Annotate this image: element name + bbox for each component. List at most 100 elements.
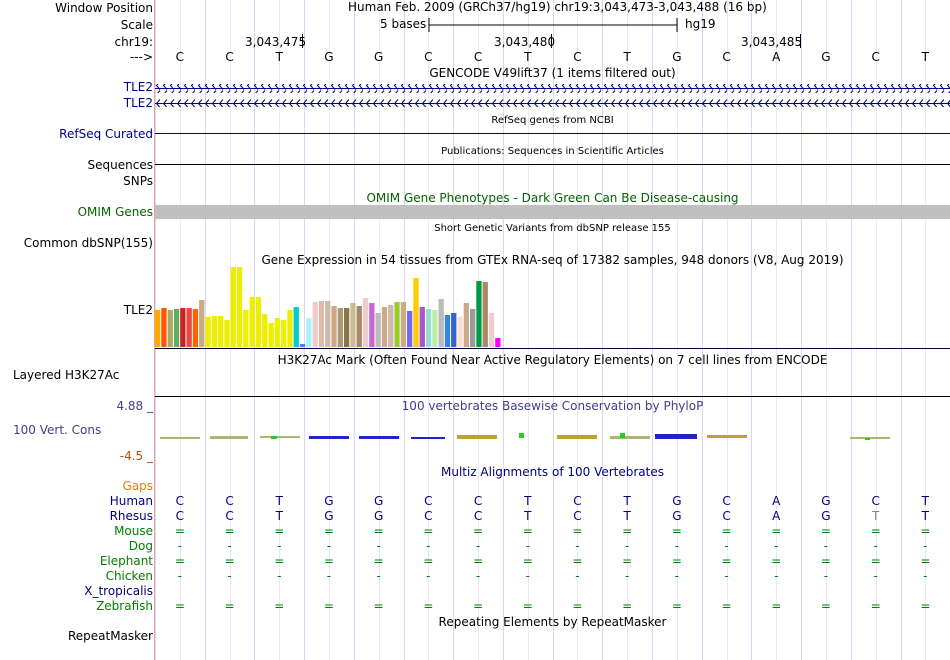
gtex-tissue-bar[interactable] [407, 311, 413, 347]
gtex-tissue-bar[interactable] [299, 344, 306, 347]
phylop-conservation-plot[interactable] [155, 430, 950, 446]
gtex-tissue-bar[interactable] [344, 308, 350, 347]
gtex-tissue-bar[interactable] [230, 267, 236, 347]
strand-arrow-label[interactable]: ---> [129, 50, 153, 64]
mouse-base-6: = [423, 524, 434, 538]
gtex-tissue-bar[interactable] [180, 308, 186, 347]
snps-label[interactable]: SNPs [123, 174, 153, 188]
phylop-track-label[interactable]: 100 Vert. Cons [13, 423, 102, 437]
gtex-tissue-bar[interactable] [444, 315, 451, 347]
elephant-base-7: = [473, 554, 484, 568]
gtex-tissue-bar[interactable] [262, 314, 268, 347]
gencode-track-title[interactable]: GENCODE V49lift37 (1 items filtered out) [429, 66, 676, 80]
base-5: G [373, 50, 384, 64]
gtex-tissue-bar[interactable] [318, 301, 325, 347]
gtex-tissue-bar[interactable] [350, 303, 356, 347]
dog-base-15: - [873, 539, 878, 553]
gtex-tissue-bar[interactable] [293, 307, 299, 347]
sequences-label[interactable]: Sequences [87, 158, 153, 172]
gtex-tissue-bar[interactable] [337, 308, 343, 347]
window-position-text: Human Feb. 2009 (GRCh37/hg19) chr19:3,04… [348, 0, 767, 14]
gtex-tissue-bar[interactable] [451, 313, 457, 347]
refseq-gene-line[interactable] [155, 133, 950, 134]
gtex-tissue-bar[interactable] [356, 306, 362, 347]
zebrafish-base-9: = [572, 599, 583, 613]
gtex-tissue-bar[interactable] [155, 310, 161, 347]
gtex-tissue-bar[interactable] [281, 320, 287, 347]
gtex-tissue-bar[interactable] [249, 297, 255, 347]
gtex-tissue-bar[interactable] [161, 308, 167, 347]
gtex-tissue-bar[interactable] [224, 320, 230, 347]
gtex-tissue-bar[interactable] [167, 310, 173, 347]
gtex-tissue-bar[interactable] [173, 309, 180, 347]
repeatmasker-track-title[interactable]: Repeating Elements by RepeatMasker [438, 615, 667, 629]
chicken-base-7: - [475, 569, 481, 583]
gtex-tissue-bar[interactable] [362, 298, 369, 347]
gtex-tissue-bar[interactable] [205, 317, 211, 347]
gtex-tissue-bar[interactable] [243, 310, 249, 347]
dog-base-9: - [575, 539, 580, 553]
gtex-tissue-bar[interactable] [325, 301, 331, 347]
omim-track-title[interactable]: OMIM Gene Phenotypes - Dark Green Can Be… [366, 191, 739, 205]
gtex-tissue-bar[interactable] [192, 309, 199, 347]
h3k27ac-track-title[interactable]: H3K27Ac Mark (Often Found Near Active Re… [277, 353, 828, 367]
gtex-tissue-bar[interactable] [331, 306, 337, 347]
gtex-tissue-bar[interactable] [432, 310, 438, 347]
gtex-tissue-bar[interactable] [381, 307, 388, 347]
gtex-tissue-bar[interactable] [394, 302, 400, 347]
layered-h3k27ac-label[interactable]: Layered H3K27Ac [13, 368, 120, 382]
gtex-tissue-bar[interactable] [186, 308, 192, 347]
gtex-tissue-bar[interactable] [268, 323, 274, 347]
gtex-tissue-bar[interactable] [470, 309, 476, 347]
gtex-tissue-bar[interactable] [419, 307, 425, 347]
gtex-tissue-bar[interactable] [287, 310, 293, 347]
publications-line[interactable] [155, 164, 950, 165]
gtex-tissue-bar[interactable] [218, 316, 224, 347]
chicken-base-16: - [923, 569, 928, 583]
gtex-tissue-bar[interactable] [375, 313, 381, 347]
phylop-track-title[interactable]: 100 vertebrates Basewise Conservation by… [401, 399, 704, 413]
common-dbsnp-label[interactable]: Common dbSNP(155) [23, 236, 153, 250]
gtex-tissue-bar[interactable] [388, 305, 394, 347]
gtex-tissue-bar[interactable] [482, 282, 488, 347]
omim-gene-bar[interactable] [155, 205, 950, 219]
gtex-tissue-bar[interactable] [306, 318, 312, 347]
rhesus-base-2: C [225, 509, 234, 523]
gencode-tle2-label[interactable]: TLE2 [123, 80, 153, 94]
gtex-tissue-bar[interactable] [369, 303, 375, 347]
gtex-tissue-bar[interactable] [476, 281, 482, 347]
gtex-gene-label[interactable]: TLE2 [123, 303, 153, 317]
species-rhesus: Rhesus [109, 509, 153, 523]
multiz-track-title[interactable]: Multiz Alignments of 100 Vertebrates [440, 465, 665, 479]
gtex-tissue-bar[interactable] [463, 303, 469, 347]
gtex-tissue-bar[interactable] [457, 317, 463, 347]
elephant-base-9: = [572, 554, 583, 568]
base-10: T [623, 50, 631, 64]
gtex-tissue-bar[interactable] [199, 300, 205, 347]
gtex-tissue-bar[interactable] [413, 278, 419, 347]
gencode-tle2-label-2[interactable]: TLE2 [123, 96, 153, 110]
dog-base-11: - [674, 539, 680, 553]
rhesus-base-6: C [424, 509, 433, 523]
scale-bar [428, 18, 678, 32]
gtex-tissue-bar[interactable] [312, 302, 318, 347]
gtex-expression-chart[interactable] [155, 267, 950, 349]
gtex-tissue-bar[interactable] [425, 309, 432, 347]
repeatmasker-label[interactable]: RepeatMasker [67, 629, 153, 643]
refseq-track-title[interactable]: RefSeq genes from NCBI [491, 115, 614, 126]
gtex-track-title[interactable]: Gene Expression in 54 tissues from GTEx … [261, 253, 844, 267]
dbsnp-track-title[interactable]: Short Genetic Variants from dbSNP releas… [434, 223, 671, 234]
gtex-tissue-bar[interactable] [488, 313, 495, 347]
gtex-tissue-bar[interactable] [438, 299, 444, 347]
publications-track-title[interactable]: Publications: Sequences in Scientific Ar… [441, 146, 664, 157]
gtex-tissue-bar[interactable] [495, 338, 501, 347]
gtex-tissue-bar[interactable] [236, 267, 243, 347]
gtex-tissue-bar[interactable] [211, 316, 217, 347]
dog-base-13: - [774, 539, 779, 553]
gtex-tissue-bar[interactable] [400, 302, 406, 347]
gencode-tle2-transcripts[interactable] [155, 81, 950, 107]
gtex-tissue-bar[interactable] [255, 297, 262, 347]
refseq-curated-label[interactable]: RefSeq Curated [59, 127, 153, 141]
omim-genes-label[interactable]: OMIM Genes [77, 205, 153, 219]
gtex-tissue-bar[interactable] [274, 318, 280, 347]
